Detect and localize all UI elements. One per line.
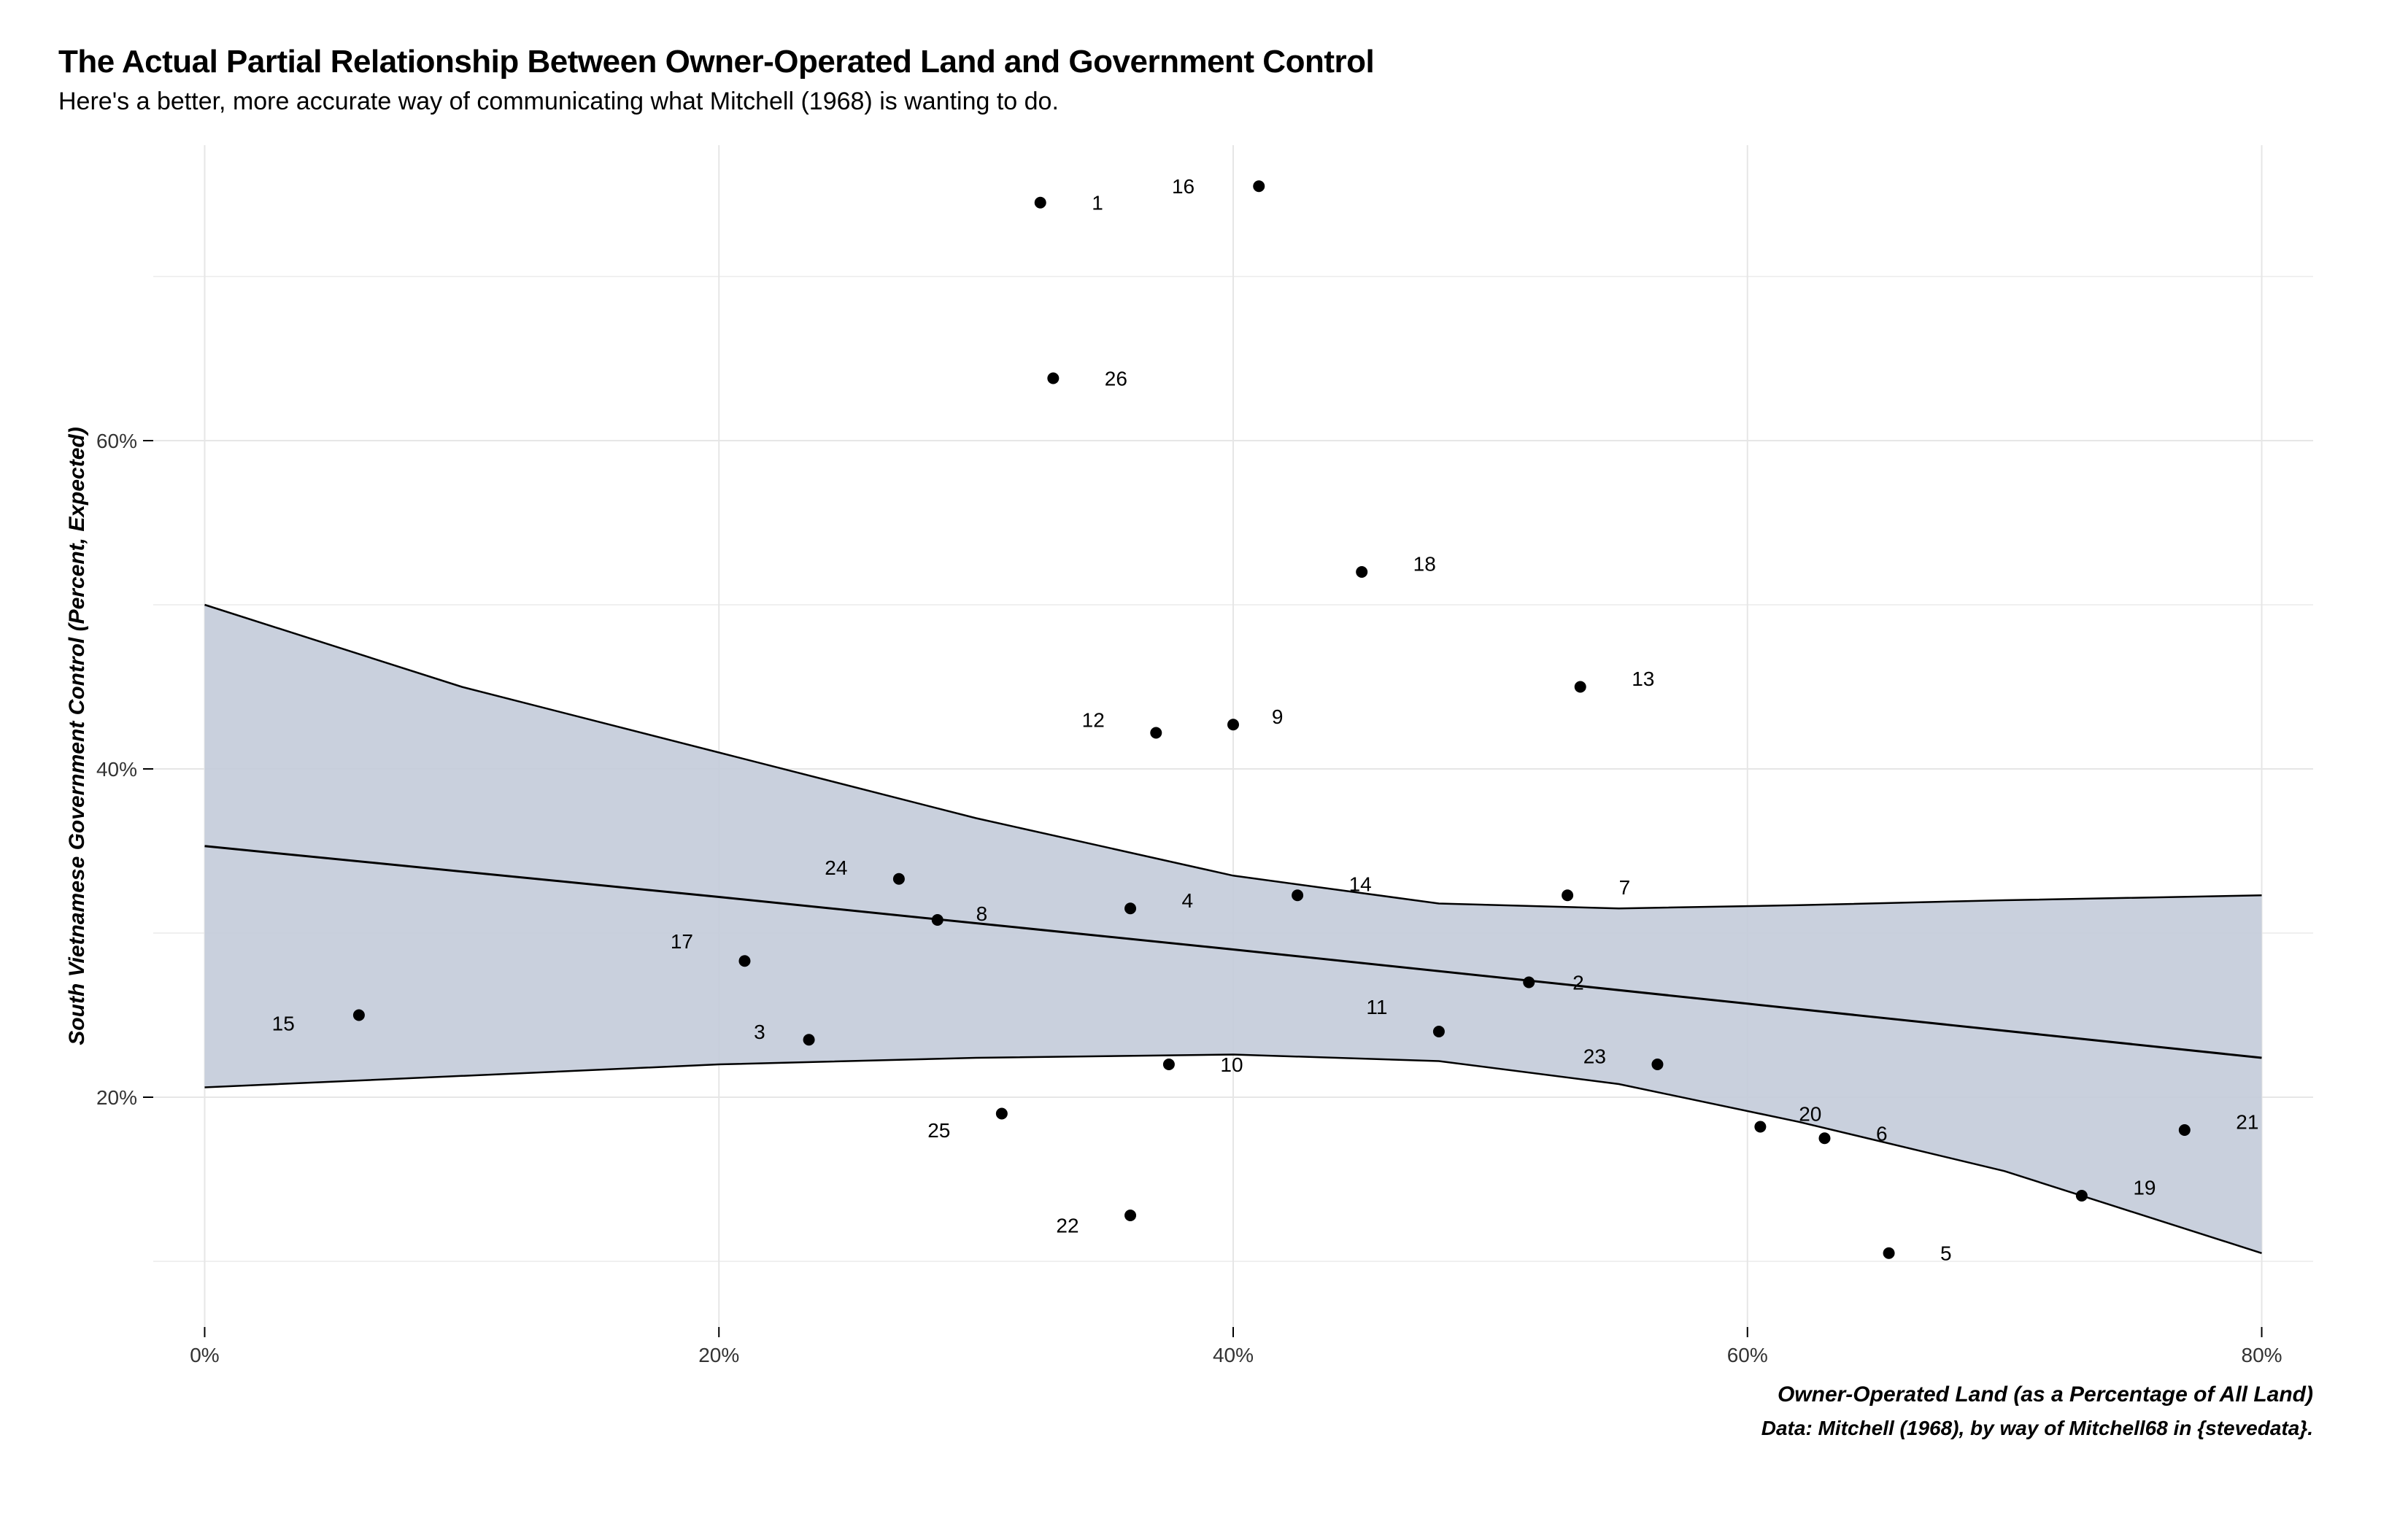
- point-label: 19: [2133, 1177, 2156, 1199]
- y-tick-label: 20%: [96, 1086, 137, 1109]
- point-label: 5: [1940, 1242, 1952, 1265]
- point-label: 9: [1272, 705, 1284, 728]
- data-point: [1562, 889, 1573, 901]
- data-point: [1523, 977, 1535, 989]
- point-label: 14: [1349, 873, 1372, 895]
- point-label: 26: [1105, 367, 1127, 390]
- data-point: [353, 1010, 365, 1021]
- point-label: 4: [1182, 889, 1194, 912]
- scatter-plot: 1234567891011121314151617181920212223242…: [58, 123, 2350, 1524]
- y-tick-label: 40%: [96, 758, 137, 781]
- data-point: [1124, 1210, 1136, 1221]
- data-point: [2076, 1190, 2088, 1202]
- data-point: [1883, 1247, 1895, 1259]
- point-label: 21: [2236, 1111, 2258, 1134]
- chart-title: The Actual Partial Relationship Between …: [58, 44, 2350, 80]
- point-label: 11: [1366, 996, 1387, 1018]
- data-point: [1035, 197, 1046, 209]
- data-point: [996, 1108, 1008, 1120]
- x-tick-label: 0%: [190, 1344, 219, 1366]
- data-point: [1047, 373, 1059, 384]
- chart-container: The Actual Partial Relationship Between …: [0, 0, 2408, 1532]
- point-label: 7: [1619, 876, 1631, 899]
- point-label: 18: [1413, 553, 1436, 576]
- y-axis-label: South Vietnamese Government Control (Per…: [65, 427, 89, 1045]
- x-tick-label: 80%: [2242, 1344, 2282, 1366]
- point-label: 8: [976, 902, 988, 925]
- y-tick-label: 60%: [96, 430, 137, 452]
- point-label: 6: [1876, 1122, 1888, 1145]
- point-label: 23: [1583, 1045, 1606, 1068]
- data-point: [1575, 681, 1586, 693]
- point-label: 22: [1056, 1214, 1078, 1237]
- chart-caption: Data: Mitchell (1968), by way of Mitchel…: [1761, 1417, 2313, 1439]
- data-point: [803, 1034, 815, 1045]
- chart-subtitle: Here's a better, more accurate way of co…: [58, 88, 2350, 116]
- data-point: [1651, 1059, 1663, 1070]
- data-point: [1292, 889, 1303, 901]
- data-point: [1124, 902, 1136, 914]
- x-tick-label: 60%: [1727, 1344, 1768, 1366]
- data-point: [1818, 1132, 1830, 1144]
- data-point: [1356, 566, 1367, 578]
- x-tick-label: 40%: [1213, 1344, 1254, 1366]
- point-label: 13: [1632, 668, 1654, 690]
- point-label: 24: [825, 856, 847, 879]
- point-label: 1: [1092, 192, 1103, 214]
- point-label: 15: [272, 1013, 295, 1035]
- data-point: [1754, 1121, 1766, 1133]
- data-point: [2179, 1124, 2191, 1136]
- data-point: [1433, 1026, 1445, 1037]
- point-label: 16: [1172, 175, 1195, 198]
- point-label: 25: [927, 1119, 950, 1142]
- data-point: [738, 955, 750, 967]
- point-label: 10: [1220, 1053, 1243, 1076]
- point-label: 3: [754, 1021, 765, 1043]
- data-point: [1150, 727, 1162, 739]
- data-point: [1163, 1059, 1175, 1070]
- data-point: [893, 873, 905, 885]
- point-label: 2: [1572, 971, 1584, 994]
- x-axis-label: Owner-Operated Land (as a Percentage of …: [1778, 1382, 2313, 1407]
- point-label: 12: [1082, 708, 1105, 731]
- x-tick-label: 20%: [698, 1344, 739, 1366]
- data-point: [1253, 180, 1265, 192]
- data-point: [932, 914, 943, 926]
- point-label: 20: [1799, 1102, 1821, 1125]
- data-point: [1227, 719, 1239, 730]
- point-label: 17: [671, 930, 693, 953]
